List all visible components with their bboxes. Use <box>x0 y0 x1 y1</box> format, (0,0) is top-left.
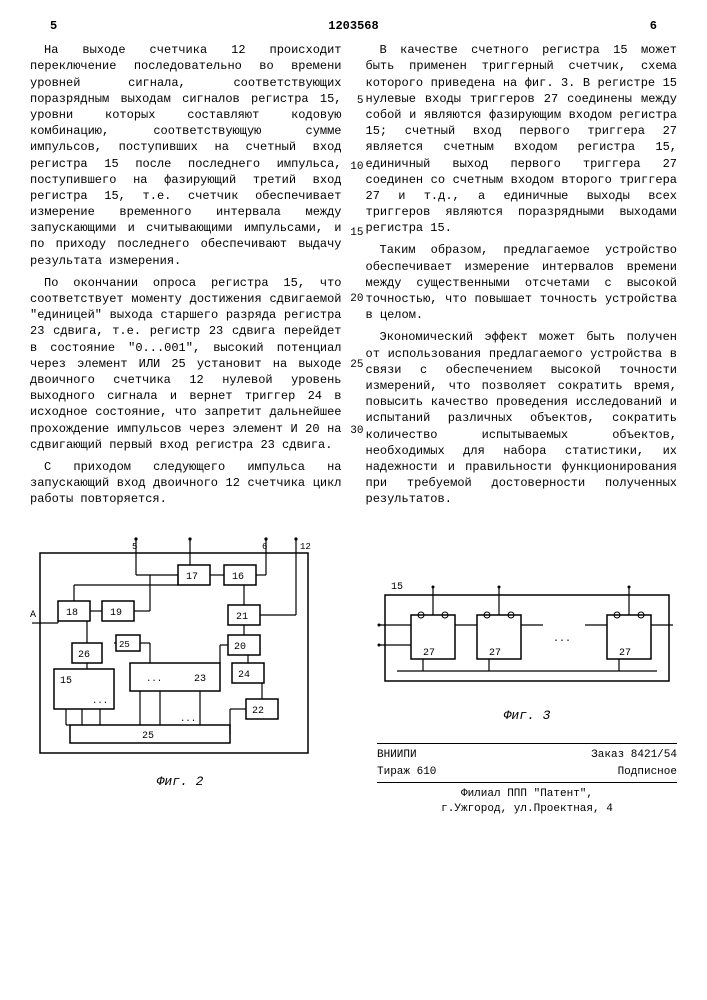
page-header: 5 1203568 6 <box>30 18 677 34</box>
footer-tirazh: Тираж 610 <box>377 765 436 780</box>
linenum-5: 5 <box>350 94 364 109</box>
fig2-lbl-5: 5 <box>132 542 137 552</box>
fig2-b16: 16 <box>232 572 244 583</box>
footer: ВНИИПИ Заказ 8421/54 Тираж 610 Подписное… <box>377 743 677 816</box>
fig3-b27b: 27 <box>489 648 501 659</box>
left-p2: По окончании опроса регистра 15, что соо… <box>30 275 342 453</box>
fig2-b24: 24 <box>238 670 250 681</box>
fig3-dots: ... <box>553 634 571 645</box>
linenum-10: 10 <box>350 160 364 175</box>
page-num-right: 6 <box>650 18 657 34</box>
fig2-dots3: ... <box>180 714 196 724</box>
linenum-30: 30 <box>350 424 364 439</box>
fig2-caption: Фиг. 2 <box>30 773 330 791</box>
footer-sub: Подписное <box>618 765 677 780</box>
fig3-lbl-15: 15 <box>391 582 403 593</box>
footer-org: ВНИИПИ <box>377 748 417 763</box>
fig2-b25b: 25 <box>119 640 130 650</box>
fig2-lbl-A: A <box>30 610 36 621</box>
left-p1: На выходе счетчика 12 происходит переклю… <box>30 42 342 269</box>
fig2-lbl-12: 12 <box>300 542 311 552</box>
doc-number: 1203568 <box>328 18 378 34</box>
footer-line2b: г.Ужгород, ул.Проектная, 4 <box>377 802 677 817</box>
figures-row: 5 6 12 A 17 16 18 <box>30 535 677 816</box>
figure-2: 5 6 12 A 17 16 18 <box>30 535 330 791</box>
text-columns: На выходе счетчика 12 происходит переклю… <box>30 42 677 513</box>
fig2-b19: 19 <box>110 608 122 619</box>
linenum-15: 15 <box>350 226 364 241</box>
fig2-dots1: ... <box>92 696 108 706</box>
fig2-b26: 26 <box>78 650 90 661</box>
linenum-25: 25 <box>350 358 364 373</box>
fig2-b17: 17 <box>186 572 198 583</box>
fig2-svg: 5 6 12 A 17 16 18 <box>30 535 330 771</box>
linenum-20: 20 <box>350 292 364 307</box>
fig2-b21: 21 <box>236 612 248 623</box>
footer-order: Заказ 8421/54 <box>591 748 677 763</box>
left-column: На выходе счетчика 12 происходит переклю… <box>30 42 342 513</box>
fig3-caption: Фиг. 3 <box>377 707 677 725</box>
fig2-b22: 22 <box>252 706 264 717</box>
fig2-dots2: ... <box>146 674 162 684</box>
fig2-b25: 25 <box>142 731 154 742</box>
fig2-lbl-6: 6 <box>262 542 267 552</box>
fig2-b18: 18 <box>66 608 78 619</box>
fig3-svg: 15 27 27 27 ... <box>377 575 677 705</box>
footer-line2a: Филиал ППП "Патент", <box>377 787 677 802</box>
fig3-b27c: 27 <box>619 648 631 659</box>
right-column: 5 10 15 20 25 30 В качестве счетного рег… <box>366 42 678 513</box>
fig2-b15: 15 <box>60 676 72 687</box>
right-p3: Экономический эффект может быть получен … <box>366 329 678 507</box>
left-p3: С приходом следующего импульса на запуск… <box>30 459 342 508</box>
right-p1: В качестве счетного регистра 15 может бы… <box>366 42 678 236</box>
right-p2: Таким образом, предлагаемое устройство о… <box>366 242 678 323</box>
fig2-b20: 20 <box>234 642 246 653</box>
figure-3: 15 27 27 27 ... <box>377 575 677 816</box>
fig3-b27a: 27 <box>423 648 435 659</box>
page-num-left: 5 <box>50 18 57 34</box>
fig2-b23: 23 <box>194 674 206 685</box>
